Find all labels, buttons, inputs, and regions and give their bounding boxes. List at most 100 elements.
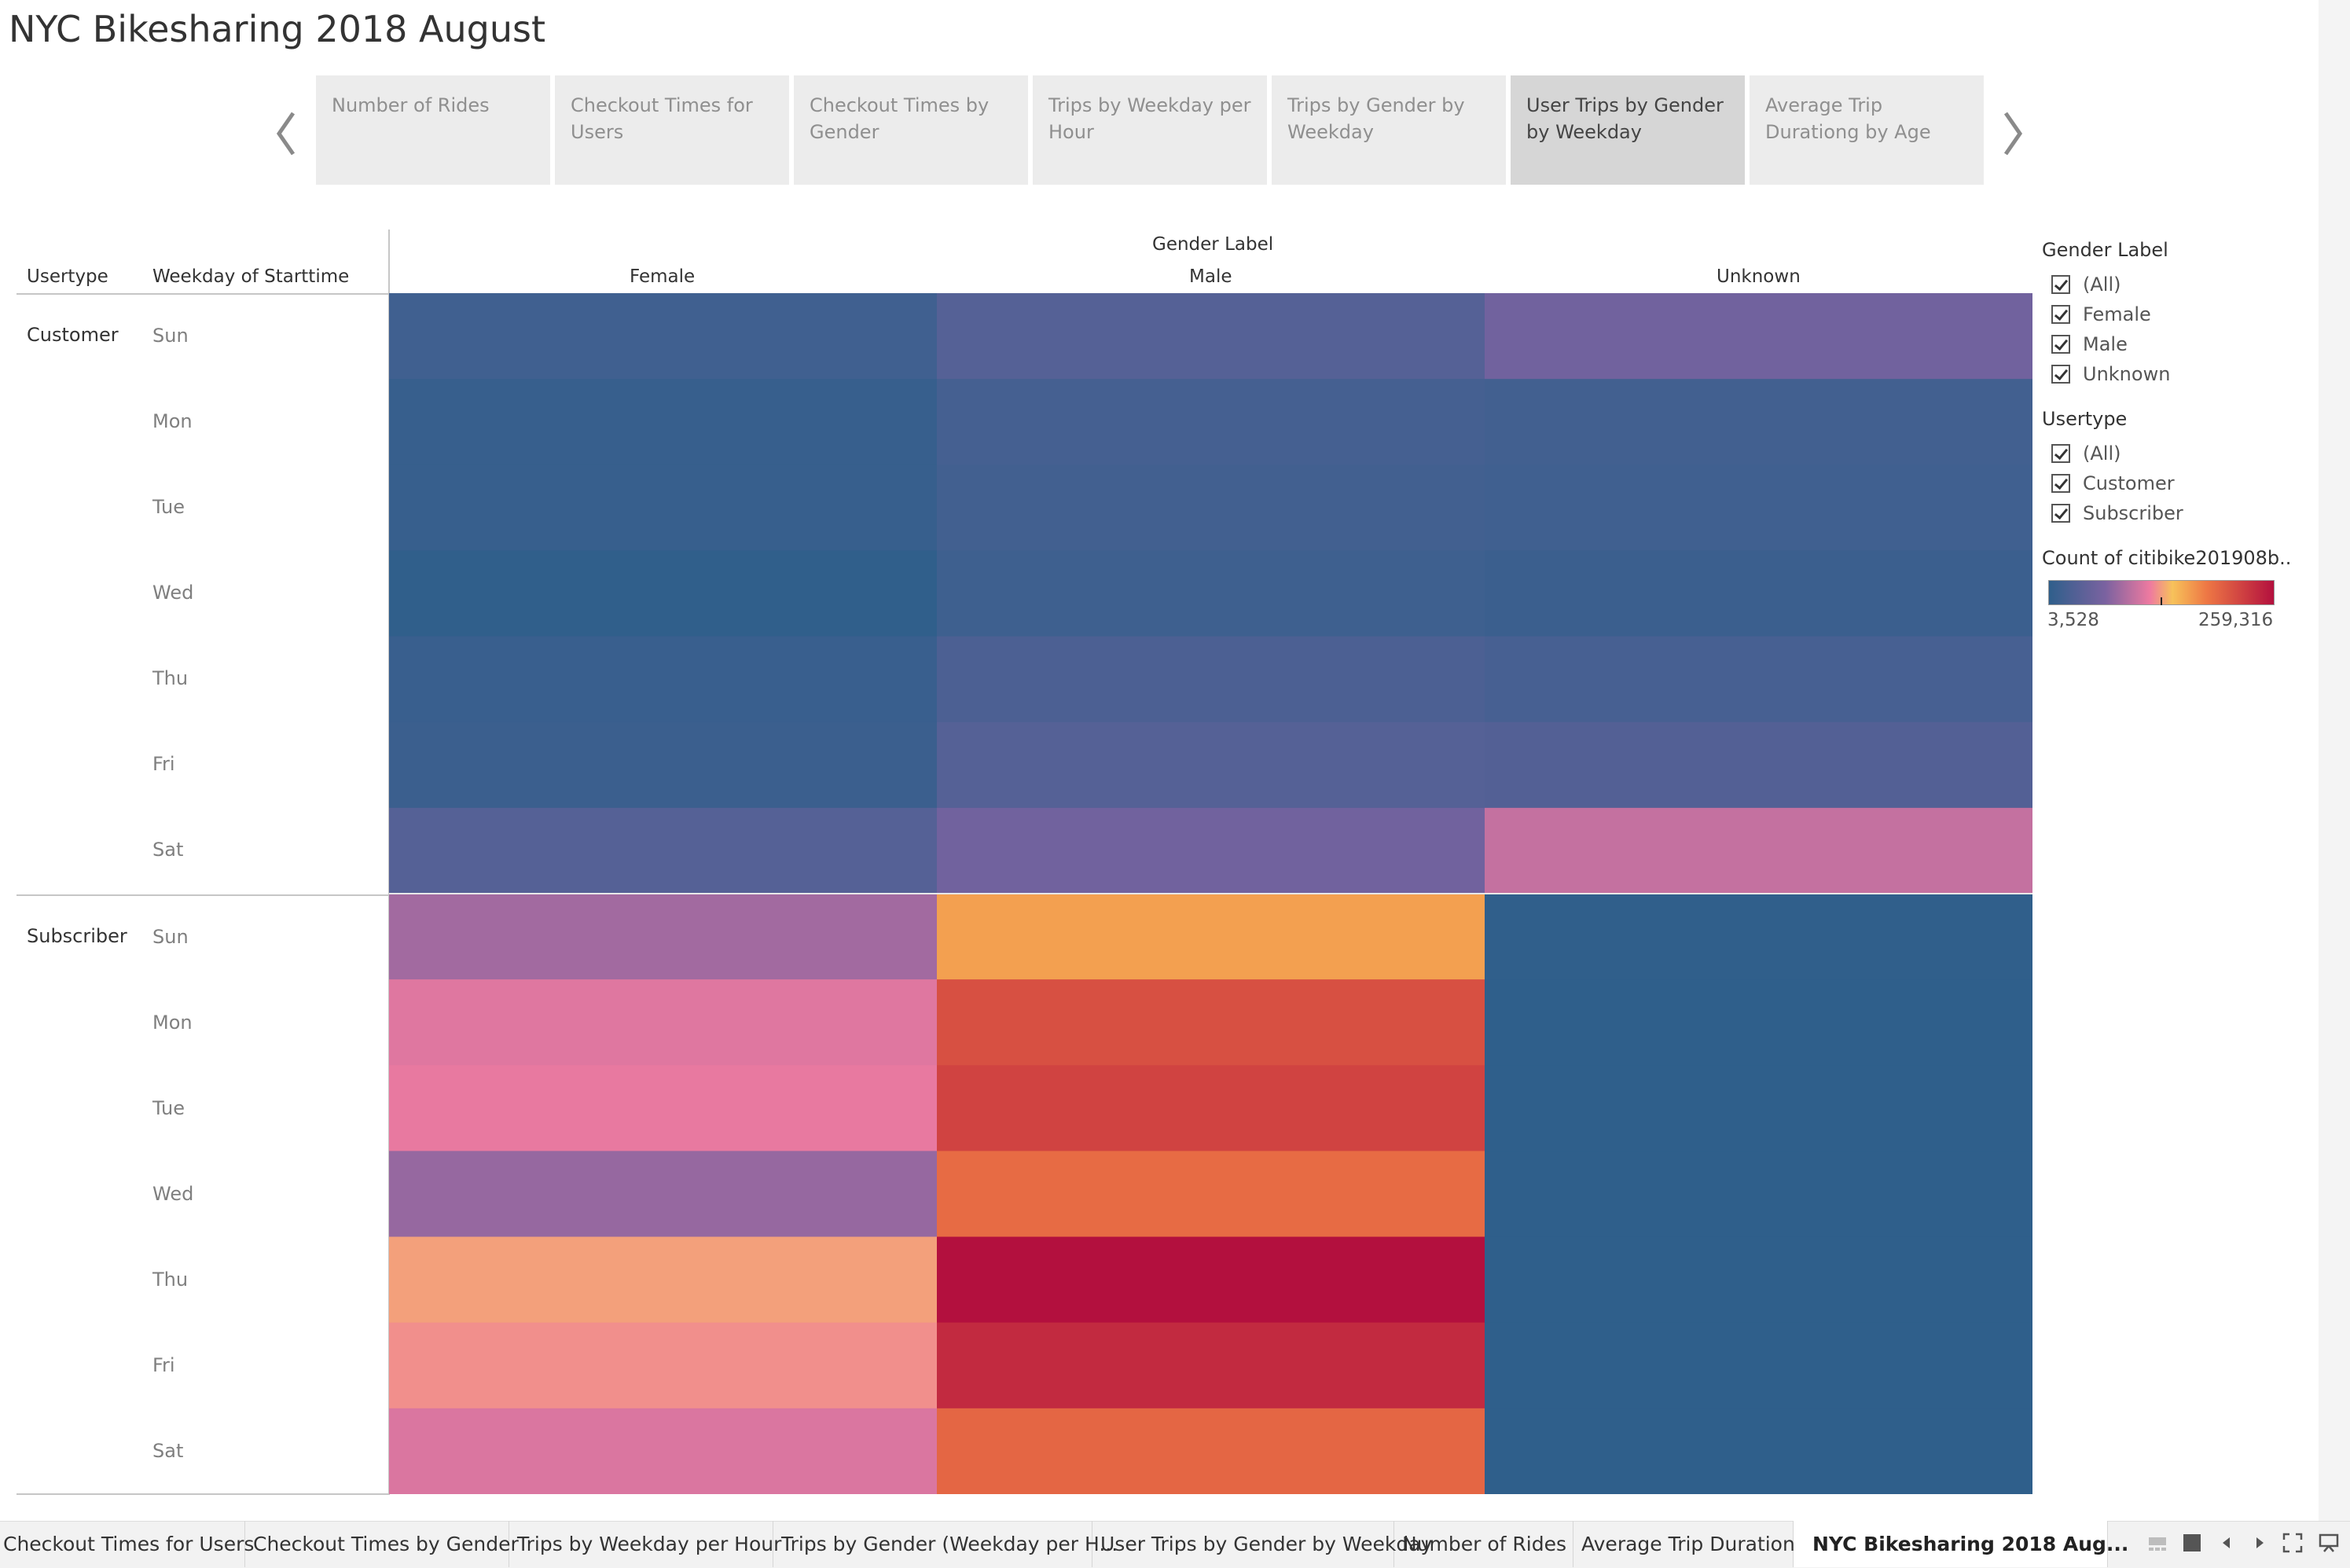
filter-item-label: Customer [2083, 472, 2175, 494]
next-sheet-icon[interactable] [2249, 1533, 2270, 1553]
heatmap-cell[interactable] [937, 636, 1485, 723]
checkbox-checked-icon[interactable] [2051, 444, 2070, 463]
usertype-filter-customer[interactable]: Customer [2051, 472, 2175, 495]
heatmap-cell[interactable] [1485, 379, 2032, 465]
heatmap-cell[interactable] [389, 465, 937, 552]
usertype-filter-subscriber[interactable]: Subscriber [2051, 501, 2183, 525]
heatmap-cell[interactable] [389, 293, 937, 380]
heatmap-cell[interactable] [937, 722, 1485, 809]
heatmap-cell[interactable] [1485, 550, 2032, 637]
usertype-filter-all[interactable]: (All) [2051, 442, 2121, 465]
tab-story-nyc-bikesharing[interactable]: NYC Bikesharing 2018 Aug... [1794, 1521, 2128, 1567]
gender-filter-female[interactable]: Female [2051, 303, 2151, 326]
heatmap-cell[interactable] [389, 550, 937, 637]
tab-checkout-times-users[interactable]: Checkout Times for Users [0, 1521, 254, 1567]
story-prev-arrow-icon[interactable] [271, 102, 303, 165]
row-group-customer: Customer [27, 324, 119, 346]
story-point-checkout-times-users[interactable]: Checkout Times for Users [555, 75, 789, 185]
story-next-arrow-icon[interactable] [1996, 102, 2028, 165]
color-gradient-center-tick [2161, 597, 2162, 605]
filter-item-label: Unknown [2083, 363, 2171, 385]
story-point-checkout-times-gender[interactable]: Checkout Times by Gender [794, 75, 1028, 185]
checkbox-checked-icon[interactable] [2051, 365, 2070, 384]
heatmap-cell[interactable] [389, 1236, 937, 1324]
filter-item-label: (All) [2083, 442, 2121, 465]
heatmap-cell[interactable] [937, 465, 1485, 552]
heatmap-cell[interactable] [937, 550, 1485, 637]
tab-trips-gender-weekday-hour[interactable]: Trips by Gender (Weekday per H... [773, 1521, 1118, 1567]
row-day-label: Wed [152, 1183, 194, 1205]
show-filmstrip-icon[interactable] [2147, 1533, 2168, 1553]
row-day-label: Tue [152, 496, 185, 518]
row-day-label: Sun [152, 926, 189, 948]
checkbox-checked-icon[interactable] [2051, 474, 2070, 493]
previous-sheet-icon[interactable] [2216, 1533, 2237, 1553]
heatmap-cell[interactable] [937, 1236, 1485, 1324]
heatmap-cell[interactable] [1485, 722, 2032, 809]
tab-user-trips-gender-weekday[interactable]: User Trips by Gender by Weekday [1092, 1521, 1432, 1567]
heatmap-cell[interactable] [1485, 1151, 2032, 1238]
heatmap-cell[interactable] [937, 807, 1485, 894]
story-point-trips-weekday-hour[interactable]: Trips by Weekday per Hour [1033, 75, 1267, 185]
column-header-male: Male [1189, 266, 1232, 287]
heatmap-cell[interactable] [1485, 465, 2032, 552]
presentation-mode-icon[interactable] [2319, 1533, 2339, 1553]
heatmap-cell[interactable] [1485, 636, 2032, 723]
heatmap-cell[interactable] [389, 379, 937, 465]
fullscreen-icon[interactable] [2282, 1533, 2303, 1553]
usertype-filter-title: Usertype [2042, 408, 2128, 430]
heatmap-cell[interactable] [1485, 1322, 2032, 1409]
checkbox-checked-icon[interactable] [2051, 504, 2070, 523]
checkbox-checked-icon[interactable] [2051, 305, 2070, 324]
heatmap-chart[interactable] [389, 293, 2032, 1494]
filter-item-label: (All) [2083, 274, 2121, 296]
checkbox-checked-icon[interactable] [2051, 335, 2070, 354]
heatmap-cell[interactable] [937, 1065, 1485, 1151]
story-point-number-of-rides[interactable]: Number of Rides [316, 75, 550, 185]
row-day-label: Wed [152, 582, 194, 604]
heatmap-cell[interactable] [937, 293, 1485, 380]
heatmap-cell[interactable] [937, 379, 1485, 465]
heatmap-cell[interactable] [389, 636, 937, 723]
show-sheet-icon[interactable] [2182, 1533, 2202, 1553]
heatmap-cell[interactable] [389, 1408, 937, 1494]
heatmap-cell[interactable] [1485, 979, 2032, 1066]
heatmap-cell[interactable] [389, 893, 937, 980]
heatmap-cell[interactable] [1485, 1408, 2032, 1494]
heatmap-cell[interactable] [389, 807, 937, 894]
heatmap-cell[interactable] [937, 893, 1485, 980]
heatmap-cell[interactable] [1485, 1065, 2032, 1151]
checkbox-checked-icon[interactable] [2051, 275, 2070, 294]
heatmap-cell[interactable] [389, 722, 937, 809]
row-header-divider [17, 293, 389, 295]
heatmap-cell[interactable] [937, 1322, 1485, 1409]
heatmap-cell[interactable] [937, 979, 1485, 1066]
heatmap-cell[interactable] [389, 1322, 937, 1409]
story-point-label: Durationg by Age [1765, 121, 1931, 143]
heatmap-cell[interactable] [389, 979, 937, 1066]
row-day-label: Fri [152, 1354, 175, 1376]
row-day-label: Sat [152, 1440, 184, 1462]
story-point-average-trip-duration-age[interactable]: Average Trip Durationg by Age [1750, 75, 1984, 185]
heatmap-cell[interactable] [1485, 893, 2032, 980]
story-point-user-trips-gender-weekday[interactable]: User Trips by Gender by Weekday [1511, 75, 1745, 185]
heatmap-cell[interactable] [389, 1065, 937, 1151]
story-point-label: Checkout Times for [571, 94, 753, 116]
tab-checkout-times-gender[interactable]: Checkout Times by Gender [245, 1521, 519, 1567]
heatmap-cell[interactable] [1485, 293, 2032, 380]
story-point-trips-gender-weekday[interactable]: Trips by Gender by Weekday [1272, 75, 1506, 185]
heatmap-cell[interactable] [389, 1151, 937, 1238]
story-point-label: Average Trip [1765, 94, 1883, 116]
gender-filter-all[interactable]: (All) [2051, 273, 2121, 296]
gender-filter-unknown[interactable]: Unknown [2051, 362, 2170, 386]
color-legend-max: 259,316 [2198, 610, 2274, 630]
heatmap-cell[interactable] [937, 1151, 1485, 1238]
tab-average-trip-duration[interactable]: Average Trip Duration [1573, 1521, 1795, 1567]
heatmap-cell[interactable] [1485, 807, 2032, 894]
tab-trips-weekday-hour[interactable]: Trips by Weekday per Hour [509, 1521, 781, 1567]
tab-number-of-rides[interactable]: Number of Rides [1394, 1521, 1573, 1567]
row-group-subscriber: Subscriber [27, 925, 127, 947]
gender-filter-male[interactable]: Male [2051, 332, 2128, 356]
heatmap-cell[interactable] [1485, 1236, 2032, 1324]
heatmap-cell[interactable] [937, 1408, 1485, 1494]
